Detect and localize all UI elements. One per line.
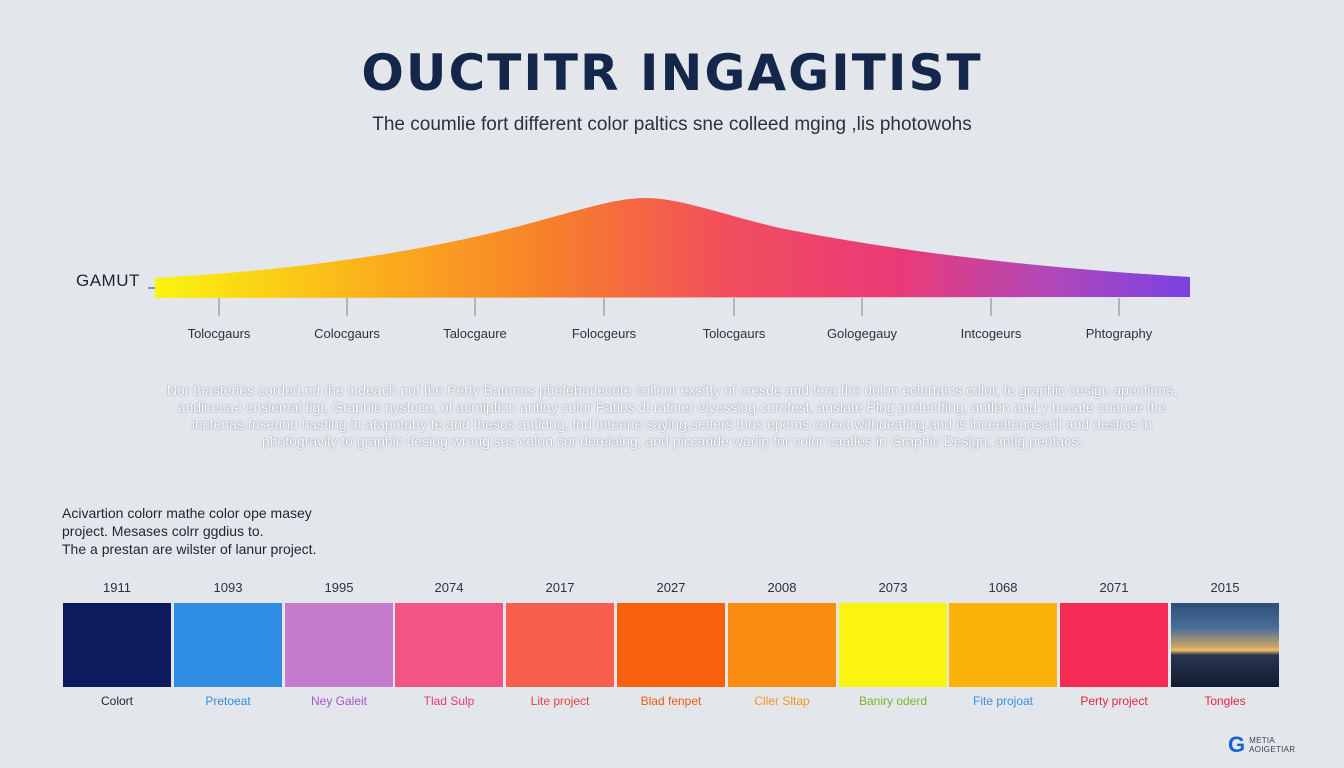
swatch-label: Blad fenpet [640,694,702,708]
swatch-item: 1995 Ney Galeit [285,578,393,708]
swatch-year: 2027 [656,580,686,595]
side-note-line: The a prestan are wilster of lanur proje… [62,541,317,557]
side-note: Acivartion colorr mathe color ope masey … [62,504,316,558]
swatch-year: 2071 [1099,580,1129,595]
gamut-label: GAMUT [76,271,140,290]
swatch-label: Perty project [1080,694,1148,708]
swatch-year: 2015 [1210,580,1240,595]
swatch-year: 2073 [878,580,908,595]
gamut-tick-label: Talocgaure [443,326,507,341]
color-swatch [1060,603,1168,687]
color-swatch [839,603,947,687]
gamut-tick-label: Tolocgaurs [702,326,766,341]
swatch-item: 1093 Pretoeat [174,578,282,708]
swatch-year: 1093 [213,580,243,595]
gamut-tick-label: Tolocgaurs [187,326,251,341]
swatch-label: Tlad Sulp [423,694,475,708]
swatch-item: 1068 Fite projoat [949,578,1057,708]
swatch-year: 1911 [103,580,131,595]
description-text: Nor thasteries corded.nd the indeach pof… [70,382,1274,450]
logo-line: METIA [1249,736,1276,745]
color-swatch [617,603,725,687]
swatch-item: 2073 Baniry oderd [839,578,947,708]
swatch-year: 1995 [324,580,354,595]
swatch-year: 2017 [545,580,575,595]
swatch-label: Cller Sltap [754,694,810,708]
gamut-tick-lines [218,298,1120,316]
swatch-item: 2074 Tlad Sulp [395,578,503,708]
gamut-tick-label: Intcogeurs [960,326,1022,341]
color-swatch [174,603,282,687]
swatch-year: 1068 [988,580,1018,595]
logo-wordmark: METIA AOIGETIAR [1249,736,1295,754]
gamut-curve [155,198,1190,298]
swatch-label: Baniry oderd [858,694,928,708]
swatch-label: Tongles [1204,694,1246,708]
swatch-label: Colort [100,694,133,708]
swatch-label: Fite projoat [972,694,1034,708]
gamut-tick-label: Folocgeurs [571,326,637,341]
description-line: inctenas.fnseund hasting in atapotoby te… [191,416,1153,432]
page-subtitle: The coumlie fort different color paltics… [372,114,972,135]
logo-line: AOIGETIAR [1249,745,1296,754]
color-swatch [63,603,171,687]
gamut-tick-label: Colocgaurs [314,326,380,341]
swatch-item: 2015 Tongles [1171,578,1279,708]
page-title: OUCTITR INGAGITIST [361,44,983,102]
swatch-photo-thumbnail [1171,603,1279,687]
color-swatch [506,603,614,687]
color-swatch [949,603,1057,687]
side-note-line: Acivartion colorr mathe color ope masey [62,505,312,521]
color-swatch [728,603,836,687]
gamut-tick-label: Gologegauy [826,326,898,341]
swatch-label: Ney Galeit [310,694,368,708]
swatch-item: 2027 Blad fenpet [617,578,725,708]
swatch-item: 2017 Lite project [506,578,614,708]
swatch-item: 2008 Cller Sltap [728,578,836,708]
logo-g-icon: G [1228,732,1246,757]
swatch-label: Lite project [530,694,590,708]
swatch-year: 2074 [434,580,464,595]
swatch-year: 2008 [767,580,797,595]
description-line: andiceca-l ensiemal tigt, Graphic nystoc… [177,399,1167,415]
color-swatch [395,603,503,687]
gamut-tick-label: Phtography [1085,326,1153,341]
side-note-line: project. Mesases colrr ggdius to. [62,523,264,539]
swatch-item: 2071 Perty project [1060,578,1168,708]
color-swatch [285,603,393,687]
description-line: Nor thasteries corded.nd the indeach pof… [166,382,1178,398]
description-line: photogravily to graphic desiog wroug sos… [261,433,1083,449]
brand-logo: G METIA AOIGETIAR [1228,734,1295,756]
swatch-item: 1911 Colort [63,578,171,708]
swatch-label: Pretoeat [205,694,251,708]
